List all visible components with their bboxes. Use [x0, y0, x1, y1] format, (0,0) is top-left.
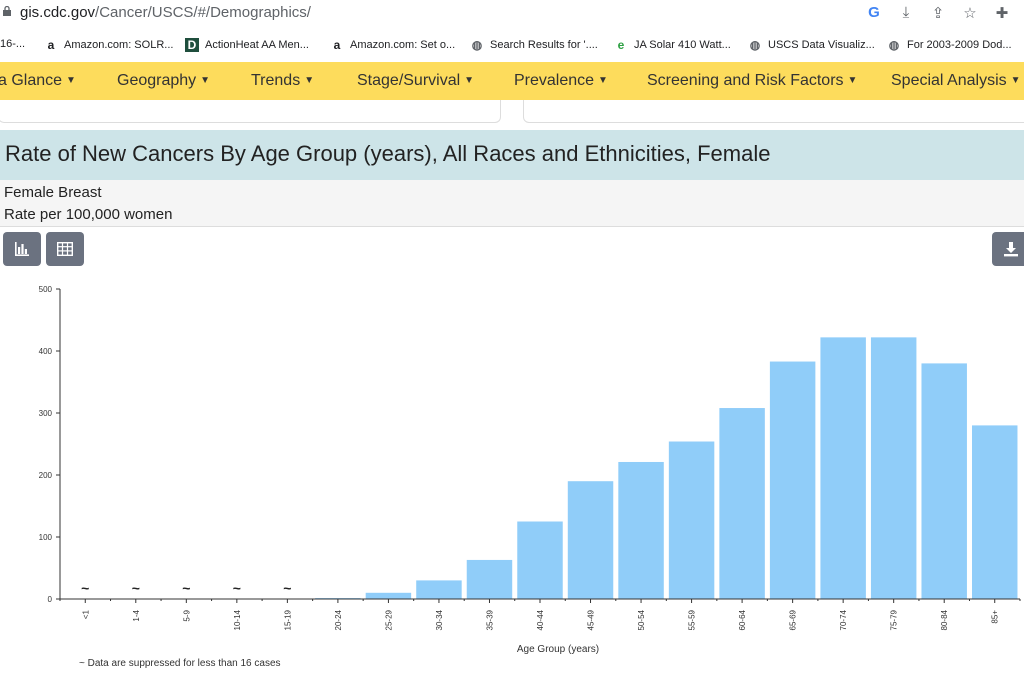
url-text[interactable]: gis.cdc.gov/Cancer/USCS/#/Demographics/ [20, 4, 311, 21]
x-tick-label: 55-59 [688, 609, 697, 630]
subtitle-area: Female Breast Rate per 100,000 women [0, 180, 1024, 227]
caret-down-icon: ▼ [304, 75, 315, 86]
amazon-icon: a [47, 38, 55, 52]
bookmarks-bar: 16-... a Amazon.com: SOLR... D ActionHeat … [0, 30, 1024, 58]
table-icon [57, 242, 73, 256]
x-tick-label: 45-49 [587, 609, 596, 630]
bar-chart-icon [15, 242, 29, 256]
suppressed-marker: ~ [132, 580, 140, 596]
bar [820, 337, 866, 599]
y-tick-label: 100 [39, 533, 53, 542]
suppressed-marker: ~ [182, 580, 190, 596]
bar [972, 425, 1018, 599]
caret-down-icon: ▼ [847, 75, 858, 86]
bar [365, 592, 412, 599]
bookmark-7[interactable]: ◍ USCS Data Visualiz... [749, 38, 875, 52]
nav-at-a-glance[interactable]: a Glance ▼ [0, 72, 76, 89]
bar [668, 441, 715, 599]
bar [517, 521, 563, 599]
nav-special-analysis[interactable]: Special Analysis ▼ [891, 72, 1021, 89]
chart-title-bar: Rate of New Cancers By Age Group (years)… [0, 130, 1024, 180]
filter-card-right [523, 100, 1024, 123]
download-button[interactable] [992, 232, 1024, 266]
x-tick-label: 85+ [991, 610, 1000, 624]
nav-trends[interactable]: Trends ▼ [251, 72, 315, 89]
caret-down-icon: ▼ [598, 75, 608, 86]
bar [567, 481, 614, 599]
caret-down-icon: ▼ [464, 75, 475, 86]
lock-icon [3, 6, 11, 16]
x-axis-label: Age Group (years) [517, 644, 599, 655]
bar [870, 337, 917, 599]
page-title: Rate of New Cancers By Age Group (years)… [5, 141, 771, 166]
x-tick-label: 80-84 [940, 609, 949, 630]
x-tick-label: 35-39 [485, 609, 494, 630]
x-tick-label: 60-64 [738, 609, 747, 630]
caret-down-icon: ▼ [1010, 75, 1021, 86]
x-tick-label: 40-44 [536, 609, 545, 630]
globe-icon: ◍ [749, 38, 761, 52]
x-tick-label: 75-79 [890, 609, 899, 630]
bookmark-2[interactable]: a Amazon.com: SOLR... [44, 38, 174, 52]
nav-stage-survival[interactable]: Stage/Survival ▼ [357, 72, 475, 89]
e-icon: e [617, 38, 625, 52]
table-view-button[interactable] [46, 232, 84, 266]
bar [416, 580, 462, 599]
bar [618, 461, 664, 599]
x-tick-label: 20-24 [334, 609, 343, 630]
y-tick-label: 200 [39, 471, 53, 480]
x-tick-label: 15-19 [283, 609, 292, 630]
y-tick-label: 300 [39, 409, 53, 418]
caret-down-icon: ▼ [66, 75, 76, 86]
amazon-icon: a [333, 38, 341, 52]
nav-prevalence[interactable]: Prevalence ▼ [514, 72, 608, 89]
y-tick-label: 0 [48, 595, 53, 604]
x-tick-label: 5-9 [182, 609, 191, 621]
x-tick-label: 30-34 [435, 609, 444, 630]
cancer-site-label: Female Breast [4, 184, 102, 201]
bookmark-4[interactable]: a Amazon.com: Set o... [330, 38, 456, 52]
address-bar[interactable]: gis.cdc.gov/Cancer/USCS/#/Demographics/ … [0, 0, 1024, 26]
star-icon[interactable]: ☆ [963, 5, 977, 22]
x-tick-label: 50-54 [637, 609, 646, 630]
globe-icon: ◍ [888, 38, 900, 52]
x-tick-label: 25-29 [384, 609, 393, 630]
download-icon [1004, 242, 1018, 257]
suppressed-marker: ~ [81, 580, 89, 596]
browser-toolbar: G ⤓ ⇪ ☆ ✚ [866, 4, 1010, 22]
y-tick-label: 500 [39, 285, 53, 294]
bookmark-3[interactable]: D ActionHeat AA Men... [185, 38, 309, 52]
share-icon[interactable]: ⇪ [931, 5, 945, 22]
bookmark-8[interactable]: ◍ For 2003-2009 Dod... [888, 38, 1012, 52]
x-tick-label: 70-74 [839, 609, 848, 630]
bar [466, 559, 513, 599]
bar [719, 408, 765, 599]
suppression-footnote: ~ Data are suppressed for less than 16 c… [79, 658, 281, 669]
y-tick-label: 400 [39, 347, 53, 356]
bar [921, 363, 967, 599]
extensions-icon[interactable]: ✚ [995, 5, 1009, 22]
bar-chart-view-button[interactable] [3, 232, 41, 266]
install-icon[interactable]: ⤓ [902, 4, 910, 21]
nav-geography[interactable]: Geography ▼ [117, 72, 211, 89]
bar-chart: 0 100 200 300 400 500 ~ ~ ~ ~ ~ <1 1-4 5-9 10-14 15-19 2… [39, 285, 1021, 655]
bookmark-1[interactable]: 16-... [0, 38, 26, 50]
globe-icon: ◍ [471, 38, 483, 52]
suppressed-marker: ~ [233, 580, 241, 596]
d-icon: D [185, 38, 199, 52]
bookmark-5[interactable]: ◍ Search Results for '.... [471, 38, 598, 52]
rate-unit-label: Rate per 100,000 women [4, 206, 173, 223]
nav-screening[interactable]: Screening and Risk Factors ▼ [647, 72, 858, 89]
bookmark-6[interactable]: e JA Solar 410 Watt... [614, 38, 731, 52]
caret-down-icon: ▼ [200, 75, 211, 86]
google-icon[interactable]: G [868, 4, 880, 21]
bar [769, 361, 816, 599]
x-tick-label: 1-4 [132, 609, 141, 621]
suppressed-marker: ~ [283, 580, 291, 596]
filter-card-left [0, 100, 501, 123]
x-tick-label: 65-69 [789, 609, 798, 630]
x-tick-label: <1 [81, 609, 90, 619]
x-tick-label: 10-14 [233, 609, 242, 630]
main-nav: a Glance ▼ Geography ▼ Trends ▼ Stage/Survi… [0, 62, 1024, 100]
